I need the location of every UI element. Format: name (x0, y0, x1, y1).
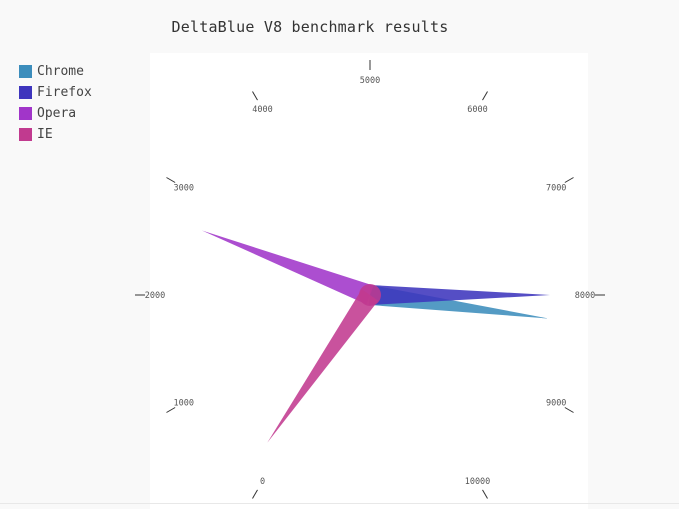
bottom-divider (0, 503, 679, 504)
legend-swatch-opera (19, 107, 32, 120)
tick-label-0: 0 (260, 477, 265, 487)
tick-label-2000: 2000 (145, 291, 165, 301)
needle-opera[interactable] (201, 230, 374, 305)
tick-mark-1000 (166, 407, 176, 413)
legend-swatch-firefox (19, 86, 32, 99)
legend-swatch-ie (19, 128, 32, 141)
needle-firefox[interactable] (370, 285, 550, 305)
tick-mark-10000 (482, 489, 488, 499)
tick-mark-4000 (252, 91, 258, 101)
legend-item-chrome[interactable]: Chrome (19, 61, 92, 82)
tick-label-3000: 3000 (174, 184, 194, 194)
plot-area (150, 53, 588, 509)
tick-label-7000: 7000 (546, 184, 566, 194)
legend: Chrome Firefox Opera IE (19, 61, 92, 145)
tick-label-6000: 6000 (467, 105, 487, 115)
tick-label-9000: 9000 (546, 399, 566, 409)
tick-mark-7000 (564, 177, 574, 183)
legend-label-ie: IE (37, 127, 53, 142)
needle-ie[interactable] (267, 289, 379, 443)
legend-swatch-chrome (19, 65, 32, 78)
tick-label-4000: 4000 (252, 105, 272, 115)
chart-title: DeltaBlue V8 benchmark results (171, 18, 449, 36)
legend-item-firefox[interactable]: Firefox (19, 82, 92, 103)
tick-label-10000: 10000 (465, 477, 491, 487)
tick-mark-6000 (482, 91, 488, 101)
tick-mark-9000 (564, 407, 574, 413)
legend-label-firefox: Firefox (37, 85, 92, 100)
needle-hub (359, 284, 381, 306)
legend-item-ie[interactable]: IE (19, 124, 92, 145)
tick-label-5000: 5000 (360, 76, 380, 86)
legend-item-opera[interactable]: Opera (19, 103, 92, 124)
tick-label-8000: 8000 (575, 291, 595, 301)
legend-label-chrome: Chrome (37, 64, 84, 79)
tick-label-1000: 1000 (174, 399, 194, 409)
legend-label-opera: Opera (37, 106, 77, 121)
tick-mark-3000 (166, 177, 176, 183)
tick-mark-0 (252, 489, 258, 499)
